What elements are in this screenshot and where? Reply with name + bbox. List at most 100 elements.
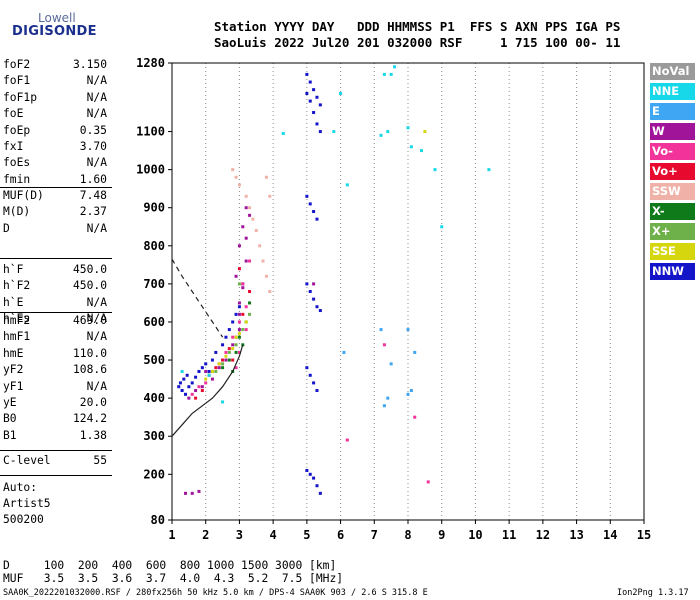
echo-point: [315, 305, 319, 309]
param-value: 450.0: [72, 263, 107, 276]
echo-point: [342, 350, 346, 354]
echo-point: [312, 297, 316, 301]
echo-point: [204, 377, 208, 381]
x-tick-label: 6: [337, 528, 344, 542]
param-name: B1: [3, 428, 17, 442]
echo-point: [244, 305, 248, 309]
legend-item: NNE: [650, 83, 695, 100]
echo-point: [224, 358, 228, 362]
echo-point: [237, 267, 241, 271]
x-ticks: 1 2 3 4 5 6 7 8 9 10 11 12 13 14 15: [168, 520, 651, 542]
echo-point: [423, 130, 427, 134]
echo-point: [237, 350, 241, 354]
param-name: foE: [3, 107, 24, 121]
param-name: hmF2: [3, 314, 31, 327]
echo-point: [231, 320, 235, 324]
echo-point: [237, 244, 241, 248]
echo-point: [254, 229, 258, 233]
echo-point: [318, 130, 322, 134]
echo-point: [258, 244, 262, 248]
echo-point: [237, 312, 241, 316]
echo-point: [207, 369, 211, 373]
echo-point: [204, 362, 208, 366]
echo-point: [339, 91, 343, 95]
param-name: h`Es: [3, 312, 31, 326]
x-tick-label: 8: [404, 528, 411, 542]
echo-point: [308, 472, 312, 476]
legend-item: E: [650, 103, 695, 120]
echo-point: [345, 183, 349, 187]
echo-point: [178, 381, 182, 385]
y-tick-label: 400: [143, 391, 165, 405]
echo-point: [194, 389, 198, 393]
echo-point: [237, 331, 241, 335]
echo-point: [413, 415, 417, 419]
echo-point: [305, 468, 309, 472]
param-value: N/A: [86, 90, 107, 104]
param-separator: [0, 258, 112, 259]
param-value: N/A: [86, 74, 107, 88]
footer-d-row: D 100 200 400 600 800 1000 1500 3000 [km…: [3, 559, 337, 572]
echo-point: [217, 366, 221, 370]
auto-line: Artist5: [3, 497, 51, 510]
echo-point: [214, 366, 218, 370]
echo-point: [190, 491, 194, 495]
logo-bottom: DIGISONDE: [12, 24, 97, 39]
echo-point: [187, 396, 191, 400]
param-name: C-level: [3, 454, 51, 467]
param-value: N/A: [86, 221, 107, 235]
echo-point: [308, 202, 312, 206]
echo-point: [221, 366, 225, 370]
x-tick-label: 12: [536, 528, 550, 542]
legend-item: NoVal: [650, 63, 695, 80]
x-tick-label: 15: [637, 528, 651, 542]
echo-point: [190, 381, 194, 385]
echo-point: [268, 290, 272, 293]
echo-point: [345, 438, 349, 442]
param-value: 469.0: [72, 314, 107, 327]
echo-point: [382, 404, 386, 408]
echo-point: [308, 290, 312, 293]
param-value: N/A: [86, 156, 107, 170]
legend-item: W: [650, 123, 695, 140]
echo-point: [185, 373, 189, 377]
echo-point: [248, 312, 252, 316]
echo-point: [234, 343, 238, 347]
echo-point: [227, 347, 231, 351]
param-name: yF1: [3, 379, 24, 393]
echo-point: [305, 282, 309, 286]
echo-point: [382, 343, 386, 347]
param-value: N/A: [86, 107, 107, 121]
param-value: 1.38: [79, 428, 107, 442]
echo-point: [248, 213, 252, 217]
param-name: fmin: [3, 172, 31, 186]
echo-point: [315, 389, 319, 393]
echo-point: [177, 385, 181, 389]
x-tick-label: 2: [202, 528, 209, 542]
y-tick-label: 300: [143, 429, 165, 443]
y-tick-label: 500: [143, 353, 165, 367]
echo-point: [389, 72, 393, 76]
x-tick-label: 4: [270, 528, 277, 542]
echo-point: [237, 305, 241, 309]
echo-point: [406, 126, 410, 130]
echo-point: [197, 369, 201, 373]
echo-point: [241, 282, 245, 286]
echo-point: [234, 312, 238, 316]
echo-point: [264, 274, 268, 278]
echo-point: [308, 373, 312, 377]
echo-point: [281, 131, 285, 135]
echo-point: [305, 91, 309, 95]
param-name: yF2: [3, 363, 24, 377]
echo-point: [231, 168, 235, 172]
points-layer: [177, 65, 491, 495]
echo-point: [244, 206, 248, 210]
echo-point: [224, 354, 228, 358]
y-tick-label: 600: [143, 315, 165, 329]
echo-point: [200, 366, 204, 370]
param-name: h`F2: [3, 279, 31, 293]
echo-point: [312, 210, 316, 214]
echo-point: [379, 328, 383, 332]
legend-item: NNW: [650, 263, 695, 280]
x-tick-label: 14: [603, 528, 617, 542]
